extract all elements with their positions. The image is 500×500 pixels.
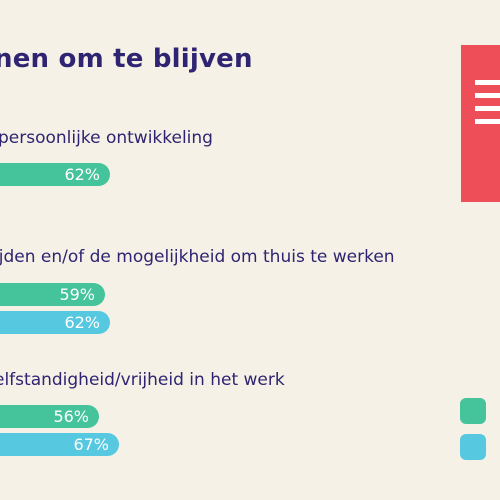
bar-value-label: 67% — [73, 435, 109, 454]
bar-group2-series2: 62% — [0, 311, 110, 334]
bar-group1-series1: 62% — [0, 163, 110, 186]
bar-group3-series1: 56% — [0, 405, 99, 428]
bar-value-label: 56% — [53, 407, 89, 426]
group-label-3: elfstandigheid/vrijheid in het werk — [0, 370, 285, 390]
chart-title: nen om te blijven — [0, 44, 253, 74]
group-label-2: ijden en/of de mogelijkheid om thuis te … — [0, 247, 395, 267]
bar-value-label: 62% — [64, 165, 100, 184]
legend-swatch-series2 — [460, 434, 486, 460]
bar-group3-series2: 67% — [0, 433, 119, 456]
bar-value-label: 62% — [64, 313, 100, 332]
bar-group2-series1: 59% — [0, 283, 105, 306]
group-label-1: persoonlijke ontwikkeling — [0, 128, 213, 148]
bar-value-label: 59% — [59, 285, 95, 304]
legend-swatch-series1 — [460, 398, 486, 424]
